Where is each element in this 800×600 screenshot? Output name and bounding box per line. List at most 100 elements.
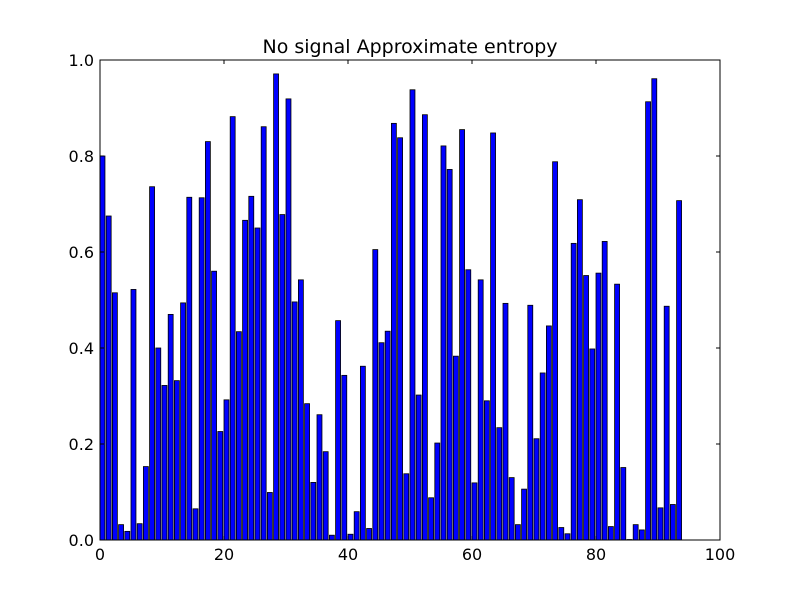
bar-92 [670,504,676,541]
bar-83 [614,283,620,541]
bar-4 [124,530,131,541]
bar-35 [316,414,323,541]
bar-33 [304,403,310,541]
bar-8 [149,186,155,541]
bar-64 [496,427,503,541]
bar-38 [335,320,341,541]
bar-46 [384,330,391,541]
bar-26 [260,126,267,541]
bar-43 [366,528,372,541]
bar-47 [390,122,397,541]
bar-18 [211,270,217,541]
bar-58 [459,129,465,541]
bar-37 [328,534,335,541]
bar-73 [552,161,558,541]
bar-48 [397,137,403,541]
bar-36 [322,451,329,541]
bar-32 [297,279,304,541]
axes-group: 0 20 40 60 80 100 0.0 0.2 0.4 0.6 0.8 1.0 [69,51,736,564]
bar-75 [564,533,571,541]
bar-44 [372,249,379,541]
x-tick-label-1: 20 [214,545,234,564]
bar-66 [508,477,515,541]
y-tick-label-5: 1.0 [69,51,94,70]
bar-63 [490,132,496,541]
bar-71 [539,372,546,541]
bar-29 [279,214,286,541]
bar-89 [651,78,658,541]
bar-13 [180,302,186,541]
y-tick-label-4: 0.8 [69,147,94,166]
bar-82 [608,526,614,541]
bar-3 [118,524,124,541]
plot-frame [99,59,721,541]
bar-54 [434,442,441,541]
bar-86 [632,524,639,541]
bar-31 [291,301,298,541]
bar-16 [198,197,205,541]
bar-70 [533,438,540,541]
y-tick-label-1: 0.2 [69,435,94,454]
bar-10 [161,385,168,541]
x-tick-label-3: 60 [462,545,482,564]
bar-65 [502,302,509,541]
bar-79 [589,348,596,541]
bar-77 [577,199,583,541]
bar-17 [204,141,211,541]
bar-67 [515,524,521,541]
bar-62 [483,400,490,541]
bar-69 [527,304,534,541]
bar-51 [415,394,422,541]
bar-88 [645,101,651,541]
x-tick-label-2: 40 [338,545,358,564]
x-tick-label-4: 80 [586,545,606,564]
bar-76 [570,242,577,541]
bar-61 [477,279,484,541]
bar-93 [676,200,682,541]
bar-40 [347,533,354,541]
y-tick-label-3: 0.6 [69,243,94,262]
y-tick-label-2: 0.4 [69,339,94,358]
bar-57 [452,355,459,541]
bar-28 [273,73,279,541]
bar-9 [155,347,162,541]
bar-27 [266,492,273,541]
bar-1 [105,215,112,541]
x-tick-label-5: 100 [705,545,736,564]
bar-81 [601,241,608,541]
bar-53 [428,497,434,541]
bar-23 [242,219,248,541]
bar-60 [471,482,478,541]
bar-52 [421,114,428,541]
bar-45 [378,342,385,541]
bar-56 [446,169,453,541]
bar-42 [359,365,366,541]
bar-5 [130,289,137,541]
bar-78 [583,275,589,541]
bar-21 [229,116,236,541]
bar-2 [112,292,118,541]
bar-91 [663,305,670,541]
bar-55 [440,145,447,541]
chart-title: No signal Approximate entropy [262,36,557,58]
bar-49 [403,473,410,541]
bar-90 [657,507,664,541]
bar-41 [353,511,360,541]
bar-39 [341,374,348,541]
bar-22 [235,331,242,541]
bar-24 [248,195,255,541]
bar-68 [521,488,527,541]
bar-11 [167,313,174,541]
bar-59 [465,269,472,541]
bar-84 [620,467,627,541]
y-tick-label-0: 0.0 [69,531,94,550]
bar-30 [285,98,292,541]
bar-80 [595,272,602,541]
bar-6 [136,523,143,541]
bar-15 [192,508,199,541]
bar-50 [409,89,416,541]
bar-34 [310,481,317,541]
bar-7 [142,466,149,541]
bar-20 [223,399,230,541]
